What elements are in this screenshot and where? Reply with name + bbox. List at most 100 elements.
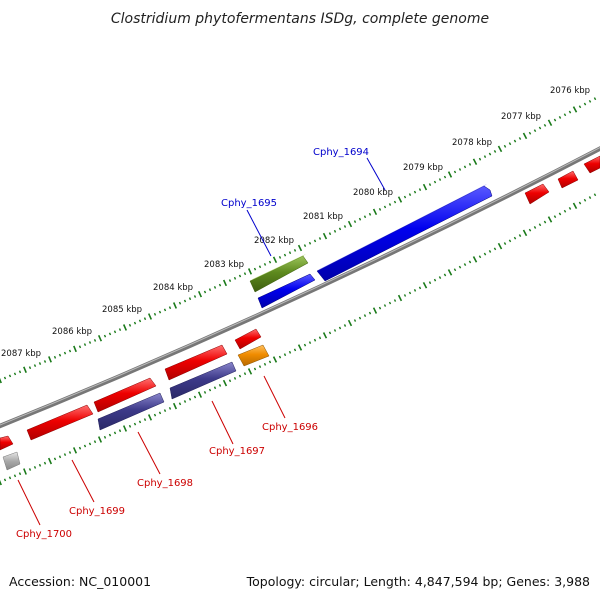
inner-tick	[447, 269, 453, 276]
inner-tick	[168, 407, 172, 410]
inner-tick	[543, 220, 547, 224]
outer-tick	[343, 225, 347, 228]
outer-tick	[538, 126, 542, 130]
gene-cphy-1697[interactable]	[169, 361, 237, 400]
kbp-label-2084: 2084 kbp	[153, 283, 193, 293]
reverse-strand-genes	[0, 328, 270, 471]
inner-tick	[247, 368, 253, 375]
forward-strand-genes	[249, 155, 600, 309]
gene-red-2[interactable]	[164, 344, 228, 381]
gene-red-3[interactable]	[93, 377, 157, 413]
inner-tick	[463, 263, 467, 266]
label-cphy-1700[interactable]: Cphy_1700	[16, 529, 72, 540]
outer-tick	[522, 132, 528, 140]
outer-tick	[322, 232, 328, 240]
inner-tick	[553, 215, 557, 219]
outer-tick	[533, 129, 537, 133]
inner-tick	[388, 301, 392, 305]
inner-tick	[283, 353, 287, 357]
gene-cphy-1698[interactable]	[97, 392, 165, 431]
label-cphy-1694[interactable]: Cphy_1694	[313, 147, 369, 158]
outer-tick	[393, 200, 397, 204]
label-cphy-1695[interactable]: Cphy_1695	[221, 198, 277, 209]
outer-tick	[553, 118, 557, 122]
outer-tick	[208, 288, 212, 292]
outer-tick	[272, 256, 278, 264]
gene-cphy-1696[interactable]	[237, 344, 270, 367]
inner-tick	[572, 202, 578, 209]
outer-tick	[583, 102, 587, 106]
label-cphy-1697[interactable]: Cphy_1697	[209, 446, 265, 457]
gene-blue-segment[interactable]	[257, 273, 316, 309]
inner-tick	[278, 355, 282, 359]
kbp-label-2083: 2083 kbp	[204, 260, 244, 270]
outer-tick	[408, 193, 412, 196]
gene-red-1[interactable]	[234, 328, 262, 350]
inner-tick	[293, 348, 297, 352]
outer-tick	[528, 131, 532, 135]
label-cphy-1696[interactable]: Cphy_1696	[262, 422, 318, 433]
label-cphy-1699[interactable]: Cphy_1699	[69, 506, 125, 517]
outer-tick	[113, 330, 117, 334]
inner-tick	[513, 236, 517, 240]
outer-tick	[293, 248, 297, 252]
inner-tick	[208, 388, 212, 392]
topology-text: Topology: circular; Length: 4,847,594 bp…	[246, 574, 590, 589]
leader-cphy-1697	[211, 400, 234, 445]
gene-cphy-1700[interactable]	[2, 451, 21, 471]
inner-tick	[23, 468, 27, 475]
outer-tick	[453, 170, 457, 174]
gene-cphy-1694[interactable]	[316, 184, 493, 282]
outer-tick	[58, 353, 62, 357]
gene-red-right-3[interactable]	[583, 155, 600, 174]
inner-tick	[97, 436, 103, 443]
inner-tick	[203, 391, 207, 394]
inner-tick	[522, 229, 528, 237]
inner-tick	[143, 418, 147, 421]
inner-tick	[63, 453, 67, 456]
gene-red-5[interactable]	[0, 435, 14, 451]
outer-tick	[378, 208, 382, 211]
inner-tick	[588, 196, 592, 199]
gene-red-right-1[interactable]	[524, 183, 550, 205]
inner-tick	[38, 463, 42, 467]
inner-tick	[93, 440, 97, 444]
inner-tick	[118, 429, 122, 433]
inner-tick	[397, 294, 403, 302]
inner-tick	[333, 329, 337, 332]
outer-tick	[172, 302, 178, 309]
outer-tick	[568, 110, 572, 114]
outer-tick	[572, 106, 578, 113]
gene-red-right-2[interactable]	[557, 170, 579, 189]
inner-tick	[308, 341, 312, 345]
inner-tick	[8, 476, 12, 480]
genome-backbone-highlight	[0, 147, 600, 426]
inner-tick	[378, 306, 382, 310]
inner-tick	[128, 424, 132, 428]
inner-tick	[53, 457, 57, 461]
leader-cphy-1698	[137, 431, 161, 475]
gene-red-4[interactable]	[26, 404, 94, 441]
kbp-label-2085: 2085 kbp	[102, 305, 142, 315]
outer-tick	[128, 323, 132, 327]
inner-tick	[353, 319, 357, 322]
outer-tick	[483, 155, 487, 159]
inner-tick-track	[0, 193, 597, 486]
inner-tick	[503, 242, 507, 245]
inner-tick	[518, 234, 522, 237]
gene-cphy-1695[interactable]	[249, 254, 309, 293]
outer-tick	[488, 152, 492, 156]
label-cphy-1698[interactable]: Cphy_1698	[137, 478, 193, 489]
outer-tick	[447, 171, 453, 178]
outer-tick	[508, 142, 512, 146]
inner-tick	[238, 374, 242, 378]
outer-tick	[263, 263, 267, 266]
inner-tick	[568, 207, 572, 210]
outer-tick	[463, 165, 467, 169]
outer-tick	[88, 341, 92, 344]
outer-tick	[418, 188, 422, 191]
outer-tick	[258, 265, 262, 269]
inner-tick	[472, 256, 478, 263]
outer-tick	[288, 251, 292, 255]
